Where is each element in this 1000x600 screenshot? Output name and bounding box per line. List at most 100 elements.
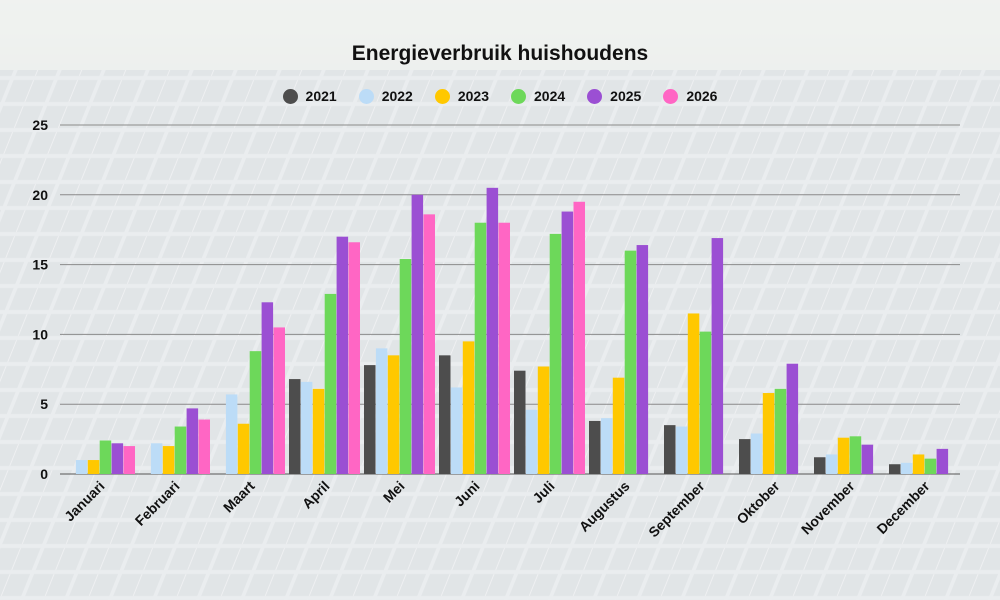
x-tick-label: December <box>873 477 933 537</box>
bar-2025-november <box>861 444 874 474</box>
bar-2022-april <box>300 381 313 474</box>
bar-2022-juli <box>525 409 538 474</box>
x-tick-label: Juni <box>451 478 483 510</box>
legend-swatch <box>358 88 374 104</box>
x-tick-label: Oktober <box>733 477 783 527</box>
bar-2025-oktober <box>786 363 799 474</box>
bar-2025-augustus <box>636 245 649 474</box>
bar-2021-september <box>664 425 676 474</box>
bar-2024-augustus <box>624 250 637 474</box>
bar-2023-mei <box>387 355 400 474</box>
bar-2023-juli <box>537 366 550 474</box>
bar-2023-april <box>312 388 325 474</box>
bar-2025-juni <box>486 187 499 474</box>
bar-2024-februari <box>174 426 187 474</box>
legend-item-2025: 2025 <box>587 88 641 104</box>
bar-2025-april <box>336 236 349 474</box>
bar-2026-januari <box>123 446 135 474</box>
chart-title: Energieverbruik huishoudens <box>351 42 649 65</box>
bar-2024-mei <box>399 259 412 474</box>
legend-swatch <box>663 88 679 104</box>
chart-legend: 2021 2022 2023 2024 2025 2026 <box>0 88 1000 104</box>
bar-2022-juni <box>450 387 463 474</box>
bar-2023-september <box>687 313 700 474</box>
legend-item-2022: 2022 <box>358 88 413 104</box>
y-tick-label: 20 <box>32 187 48 203</box>
bar-2022-december <box>900 462 913 474</box>
bar-2022-oktober <box>750 433 763 474</box>
bar-2021-mei <box>364 365 376 474</box>
legend-swatch <box>282 88 298 104</box>
bar-2023-juni <box>462 341 475 474</box>
legend-item-2024: 2024 <box>511 88 565 104</box>
bar-2023-februari <box>162 446 175 474</box>
bar-2022-januari <box>75 460 88 474</box>
bar-2025-mei <box>411 194 424 475</box>
legend-label: 2026 <box>686 88 718 104</box>
legend-label: 2024 <box>534 88 566 104</box>
bar-2023-december <box>912 454 925 474</box>
bar-2021-juni <box>439 355 451 474</box>
bar-2024-december <box>924 458 937 474</box>
x-tick-label: Januari <box>61 478 108 525</box>
x-tick-label: Juli <box>529 478 557 506</box>
bar-2024-maart <box>249 351 262 474</box>
bar-2022-september <box>675 426 688 474</box>
legend-swatch <box>587 88 603 104</box>
bar-2025-januari <box>111 443 124 474</box>
bar-2025-december <box>936 448 949 474</box>
y-tick-label: 5 <box>40 396 48 412</box>
bar-2026-maart <box>273 327 285 474</box>
bar-2024-oktober <box>774 388 787 474</box>
legend-swatch <box>434 88 450 104</box>
bar-2021-november <box>814 457 826 474</box>
y-tick-label: 25 <box>32 117 48 133</box>
bar-2024-april <box>324 293 337 474</box>
bar-2024-januari <box>99 440 112 474</box>
bar-2026-mei <box>423 214 435 474</box>
bar-2023-oktober <box>762 393 775 474</box>
y-tick-label: 15 <box>32 257 48 273</box>
x-tick-label: November <box>798 477 858 537</box>
bar-2023-maart <box>237 423 250 474</box>
bar-2025-februari <box>186 408 199 474</box>
bar-2022-mei <box>375 348 388 474</box>
y-tick-label: 10 <box>32 326 48 342</box>
bar-2023-november <box>837 437 850 474</box>
bar-2025-juli <box>561 211 574 474</box>
legend-item-2023: 2023 <box>434 88 489 104</box>
bar-2024-november <box>849 436 862 474</box>
bar-2022-maart <box>225 394 238 474</box>
bar-2021-juli <box>514 370 526 474</box>
bar-2023-augustus <box>612 377 625 474</box>
legend-item-2026: 2026 <box>663 88 717 104</box>
bar-2024-juli <box>549 233 562 474</box>
bar-2025-maart <box>261 302 274 474</box>
x-tick-label: Februari <box>132 478 183 529</box>
legend-item-2021: 2021 <box>282 88 337 104</box>
legend-label: 2021 <box>305 88 337 104</box>
bar-2021-augustus <box>589 420 601 474</box>
legend-swatch <box>511 88 526 104</box>
bar-2022-augustus <box>600 418 613 474</box>
legend-label: 2025 <box>610 88 642 104</box>
y-tick-label: 0 <box>40 466 48 482</box>
bar-2026-februari <box>198 419 210 474</box>
bar-2025-september <box>711 238 724 474</box>
legend-label: 2023 <box>457 88 489 104</box>
legend-label: 2022 <box>381 88 413 104</box>
x-tick-label: Augustus <box>576 478 633 535</box>
bar-2022-februari <box>150 443 163 474</box>
bar-2026-juni <box>498 222 510 474</box>
bar-2023-januari <box>87 460 100 474</box>
x-tick-label: September <box>645 477 708 540</box>
bar-2024-september <box>699 331 712 474</box>
bar-2021-december <box>889 464 901 474</box>
x-tick-label: Maart <box>220 478 258 516</box>
bar-2021-oktober <box>739 439 751 474</box>
bar-2021-april <box>289 379 301 474</box>
bar-2024-juni <box>474 222 487 474</box>
